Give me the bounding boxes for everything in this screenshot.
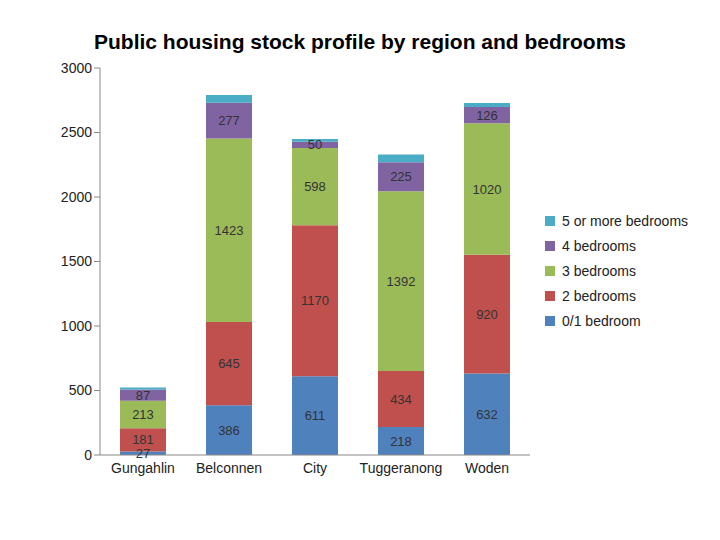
html-text:5 or more bedrooms: 5 or more bedrooms <box>562 212 689 229</box>
svg-text:632: 632 <box>476 407 498 422</box>
svg-text:27: 27 <box>136 446 150 461</box>
svg-text:Belconnen: Belconnen <box>196 460 262 476</box>
svg-text:126: 126 <box>476 108 498 123</box>
svg-text:1000: 1000 <box>61 318 92 334</box>
svg-text:213: 213 <box>132 407 154 422</box>
svg-text:3000: 3000 <box>61 60 92 76</box>
html-text:0/1 bedroom: 0/1 bedroom <box>562 312 641 329</box>
svg-text:1500: 1500 <box>61 253 92 269</box>
html-text:Public housing stock profile b: Public housing stock profile by region a… <box>94 30 626 53</box>
html-text:3 bedrooms: 3 bedrooms <box>562 262 636 279</box>
svg-text:1392: 1392 <box>387 274 416 289</box>
html-text:4 bedrooms: 4 bedrooms <box>562 237 636 254</box>
svg-text:50: 50 <box>308 137 322 152</box>
svg-text:611: 611 <box>305 408 326 423</box>
svg-text:386: 386 <box>218 423 240 438</box>
svg-text:920: 920 <box>476 307 498 322</box>
svg-text:1170: 1170 <box>301 293 329 308</box>
svg-text:Tuggeranong: Tuggeranong <box>360 460 443 476</box>
svg-text:City: City <box>303 460 327 476</box>
svg-text:598: 598 <box>304 179 326 194</box>
svg-text:434: 434 <box>390 392 412 407</box>
svg-text:500: 500 <box>69 382 93 398</box>
svg-text:0: 0 <box>84 447 92 463</box>
svg-text:Gungahlin: Gungahlin <box>111 460 175 476</box>
svg-text:181: 181 <box>132 432 154 447</box>
svg-text:1423: 1423 <box>215 223 244 238</box>
svg-text:2000: 2000 <box>61 189 92 205</box>
html-text:2 bedrooms: 2 bedrooms <box>562 287 636 304</box>
svg-text:645: 645 <box>218 356 240 371</box>
svg-text:87: 87 <box>136 388 150 403</box>
svg-text:277: 277 <box>218 113 240 128</box>
svg-text:218: 218 <box>390 434 412 449</box>
svg-text:1020: 1020 <box>473 182 502 197</box>
svg-text:225: 225 <box>390 169 412 184</box>
svg-text:2500: 2500 <box>61 124 92 140</box>
svg-text:Woden: Woden <box>465 460 509 476</box>
